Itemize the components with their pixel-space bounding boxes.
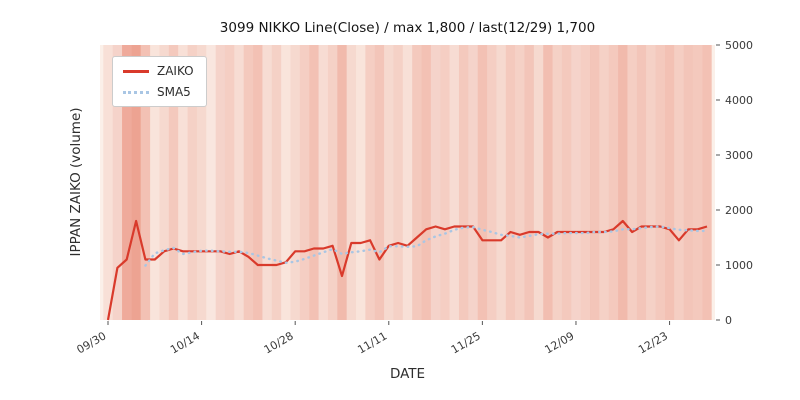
bg-stripe [262, 45, 272, 320]
bg-stripe [590, 45, 600, 320]
bg-stripe [178, 45, 188, 320]
bg-stripe [430, 45, 441, 320]
bg-stripe [215, 45, 225, 320]
bg-stripe [468, 45, 478, 320]
x-tick-label: 11/11 [355, 329, 389, 356]
y-tick-label: 4000 [725, 94, 753, 107]
bg-stripe [421, 45, 431, 320]
bg-stripe [449, 45, 459, 320]
x-tick-label: 10/14 [168, 329, 202, 356]
bg-stripe [253, 45, 263, 320]
bg-stripe [608, 45, 619, 320]
zaiko-line-swatch [123, 69, 149, 73]
y-tick-label: 3000 [725, 149, 753, 162]
y-tick-label: 0 [725, 314, 732, 327]
legend-label-sma5: SMA5 [157, 85, 191, 99]
bg-stripe [150, 45, 160, 320]
x-tick-label: 12/09 [543, 329, 577, 356]
bg-stripe [533, 45, 544, 320]
bg-stripe [131, 45, 141, 320]
bg-stripe [655, 45, 665, 320]
bg-stripe [365, 45, 375, 320]
y-tick-label: 1000 [725, 259, 753, 272]
bg-stripe [112, 45, 123, 320]
bg-stripe [496, 45, 506, 320]
bg-stripe [159, 45, 169, 320]
bg-stripe [393, 45, 403, 320]
bg-stripe [524, 45, 534, 320]
bg-stripe [122, 45, 132, 320]
bg-stripe [674, 45, 684, 320]
bg-stripe [664, 45, 675, 320]
bg-stripe [187, 45, 197, 320]
bg-stripe [515, 45, 525, 320]
x-tick-label: 12/23 [636, 329, 670, 356]
bg-stripe [440, 45, 450, 320]
bg-stripe [636, 45, 647, 320]
bg-stripe [599, 45, 609, 320]
x-tick-label: 10/28 [262, 329, 296, 356]
bg-stripe [458, 45, 469, 320]
bg-stripe [140, 45, 151, 320]
legend-item-sma5: SMA5 [123, 85, 194, 99]
legend: ZAIKO SMA5 [112, 56, 207, 107]
bg-stripe [168, 45, 179, 320]
bg-stripe [290, 45, 300, 320]
bg-stripe [543, 45, 553, 320]
bg-stripe [487, 45, 497, 320]
bg-stripe [618, 45, 628, 320]
bg-stripe [552, 45, 562, 320]
x-axis-label: DATE [389, 366, 426, 382]
bg-stripe [243, 45, 254, 320]
bg-stripe [234, 45, 244, 320]
bg-stripe [683, 45, 693, 320]
bg-stripe [412, 45, 422, 320]
bg-stripe [505, 45, 516, 320]
y-tick-label: 2000 [725, 204, 753, 217]
bg-stripe [281, 45, 291, 320]
bg-stripe [103, 45, 113, 320]
legend-item-zaiko: ZAIKO [123, 64, 194, 78]
x-tick-label: 11/25 [449, 329, 483, 356]
bg-stripe [327, 45, 338, 320]
y-axis-label: IPPAN ZAIKO (volume) [68, 107, 84, 257]
bg-stripe [318, 45, 328, 320]
bg-stripe [692, 45, 703, 320]
bg-stripe [346, 45, 357, 320]
bg-stripe [384, 45, 394, 320]
bg-stripe [374, 45, 385, 320]
bg-stripe [702, 45, 712, 320]
bg-stripe [224, 45, 235, 320]
bg-stripe [580, 45, 591, 320]
chart-title: 3099 NIKKO Line(Close) / max 1,800 / las… [219, 20, 596, 36]
sma5-line-swatch [123, 90, 149, 94]
bg-stripe [646, 45, 656, 320]
bg-stripe [206, 45, 216, 320]
legend-label-zaiko: ZAIKO [157, 64, 194, 78]
bg-stripe [309, 45, 319, 320]
bg-stripe [477, 45, 488, 320]
bg-stripe [299, 45, 310, 320]
bg-stripe [402, 45, 413, 320]
bg-stripe [627, 45, 637, 320]
y-tick-label: 5000 [725, 39, 753, 52]
bg-stripe [561, 45, 572, 320]
bg-stripe [271, 45, 282, 320]
x-tick-label: 09/30 [75, 329, 109, 356]
bg-stripe [356, 45, 366, 320]
bg-stripe [196, 45, 207, 320]
bg-stripe [571, 45, 581, 320]
bg-stripe [337, 45, 347, 320]
